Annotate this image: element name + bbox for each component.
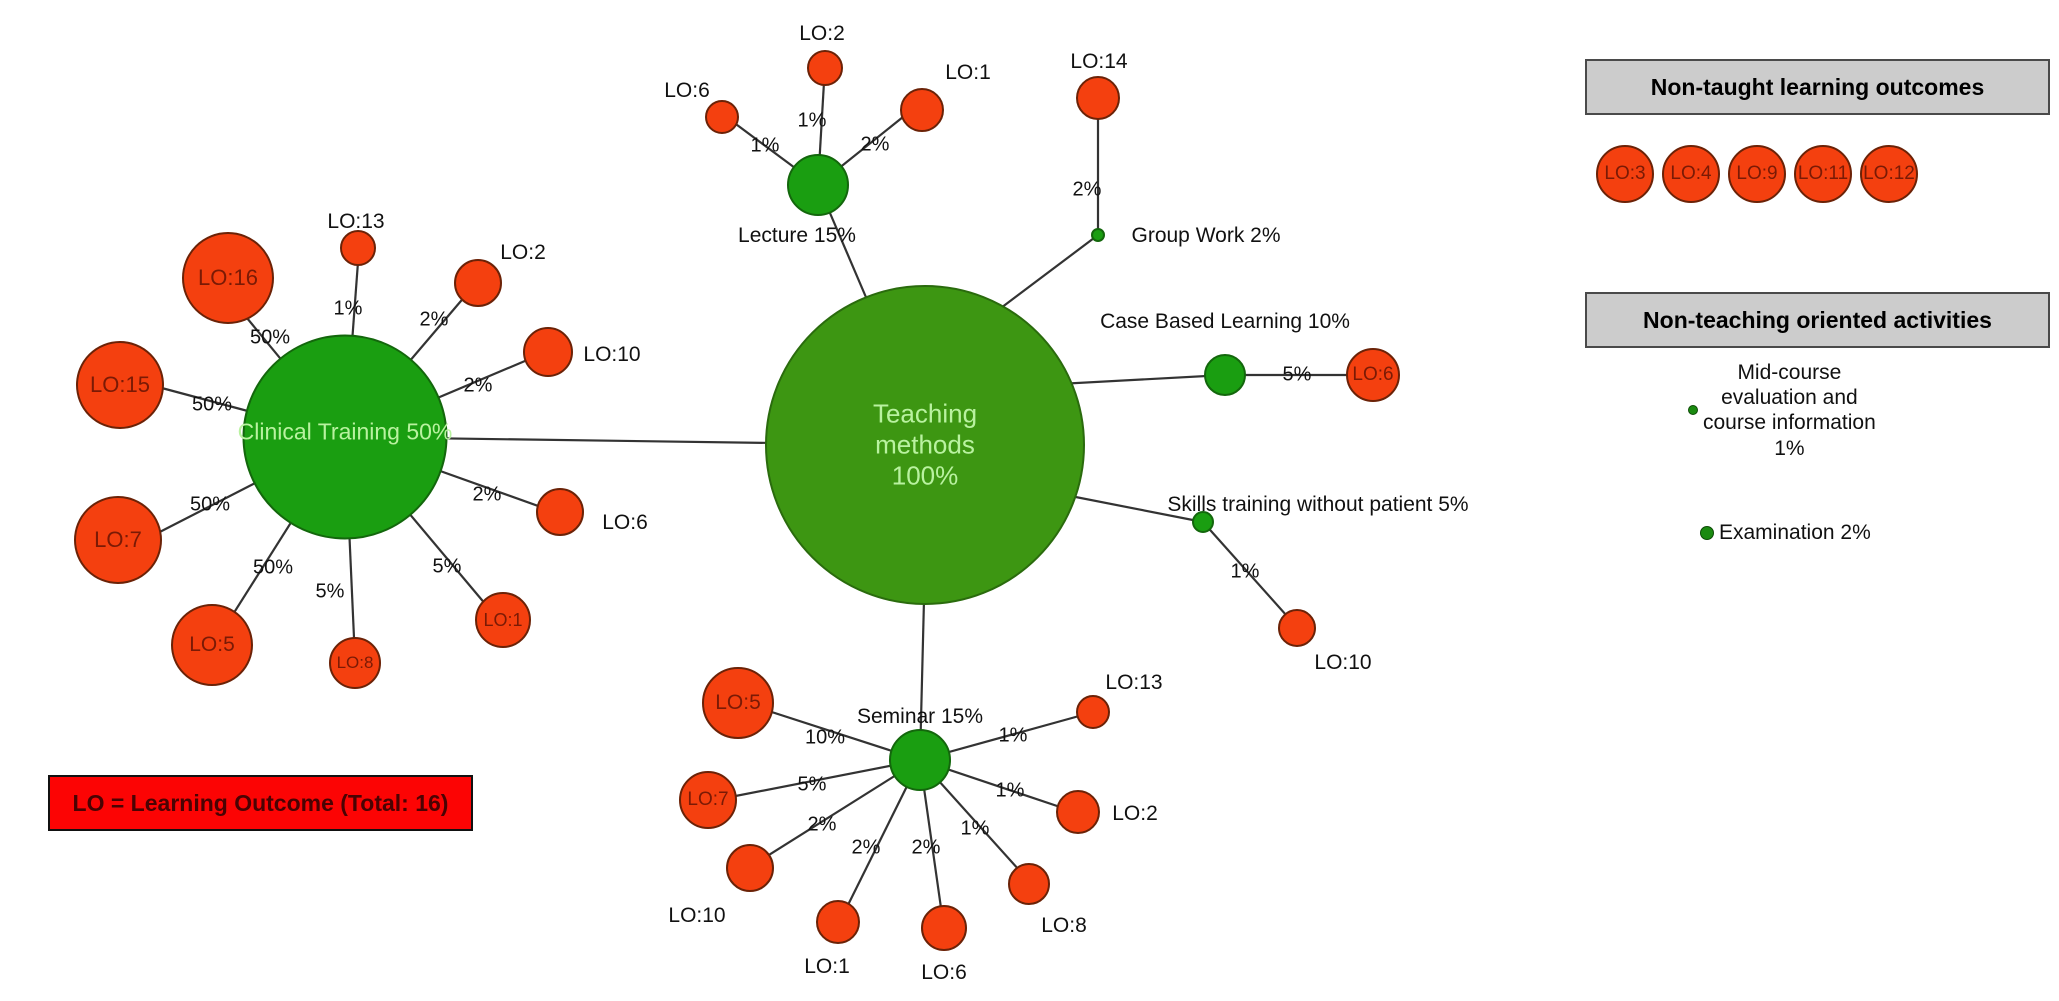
activity-examination[interactable]: Examination 2% [1700,520,1871,545]
hub-group-work-label: Group Work 2% [1131,223,1281,247]
node-seminar-lo5[interactable]: LO:5 [702,667,774,739]
node-seminar-lo10[interactable] [726,844,774,892]
pct-lecture-lo2: 1% [797,109,827,132]
label-groupwork-lo14: LO:14 [1070,49,1128,73]
pct-clinical-lo1: 5% [432,555,462,578]
hub-lecture-label: Lecture 15% [738,223,856,247]
node-clinical-lo13[interactable] [340,230,376,266]
label-seminar-lo6: LO:6 [921,960,967,984]
pct-clinical-lo7: 50% [189,493,231,516]
pct-clinical-lo16: 50% [249,326,291,349]
node-clinical-lo2[interactable] [454,259,502,307]
legend-footnote-box: LO = Learning Outcome (Total: 16) [48,775,473,831]
label-seminar-lo13: LO:13 [1105,670,1163,694]
hub-seminar[interactable] [889,729,951,791]
hub-case-based-learning[interactable] [1204,354,1246,396]
hub-seminar-label: Seminar 15% [856,704,984,728]
label-seminar-lo10: LO:10 [668,903,726,927]
pct-clinical-lo10: 2% [463,374,493,397]
pct-clinical-lo13: 1% [333,297,363,320]
pct-clinical-lo15: 50% [191,393,233,416]
edge-seminar-lo10 [752,759,921,866]
hub-case-based-learning-label: Case Based Learning 10% [1100,309,1350,333]
node-clinical-lo5[interactable]: LO:5 [171,604,253,686]
label-skills-lo10: LO:10 [1314,650,1372,674]
legend-non-taught-circles: LO:3 LO:4 LO:9 LO:11 LO:12 [1596,145,1918,203]
pct-clinical-lo6: 2% [472,483,502,506]
hub-clinical-training[interactable] [242,334,448,540]
pct-seminar-lo10: 2% [807,813,837,836]
node-clinical-lo6[interactable] [536,488,584,536]
hub-lecture[interactable] [787,154,849,216]
hub-teaching-methods[interactable]: Teaching methods 100% [765,285,1085,605]
edge-seminar-lo7 [714,758,921,802]
examination-label: Examination 2% [1719,521,1871,544]
node-clinical-lo10[interactable] [523,327,573,377]
pct-seminar-lo7: 5% [797,773,827,796]
node-lecture-lo1[interactable] [900,88,944,132]
node-clinical-lo8[interactable]: LO:8 [329,637,381,689]
legend-lo11[interactable]: LO:11 [1794,145,1852,203]
label-clinical-lo6: LO:6 [602,510,648,534]
node-lecture-lo6[interactable] [705,100,739,134]
pct-seminar-lo8: 1% [960,817,990,840]
node-seminar-lo7[interactable]: LO:7 [679,771,737,829]
panel-non-taught-title: Non-taught learning outcomes [1585,59,2050,115]
pct-clinical-lo8: 5% [315,580,345,603]
node-seminar-lo6[interactable] [921,905,967,951]
legend-lo4[interactable]: LO:4 [1662,145,1720,203]
node-cbl-lo6[interactable]: LO:6 [1346,348,1400,402]
node-seminar-lo1[interactable] [816,900,860,944]
hub-teaching-methods-label: Teaching methods 100% [872,398,978,491]
mid-course-label: Mid-course evaluation and course informa… [1703,361,1876,460]
panel-non-teaching-title: Non-teaching oriented activities [1585,292,2050,348]
node-seminar-lo2[interactable] [1056,790,1100,834]
node-clinical-lo15[interactable]: LO:15 [76,341,164,429]
pct-clinical-lo5: 50% [252,556,294,579]
pct-lecture-lo1: 2% [860,133,890,156]
node-seminar-lo8[interactable] [1008,863,1050,905]
label-clinical-lo13: LO:13 [327,209,385,233]
node-clinical-lo1[interactable]: LO:1 [475,592,531,648]
pct-skills-lo10: 1% [1230,560,1260,583]
legend-lo12[interactable]: LO:12 [1860,145,1918,203]
label-clinical-lo2: LO:2 [500,240,546,264]
pct-seminar-lo1: 2% [851,836,881,859]
node-clinical-lo7[interactable]: LO:7 [74,496,162,584]
label-seminar-lo1: LO:1 [804,954,850,978]
pct-lecture-lo6: 1% [750,134,780,157]
pct-seminar-lo6: 2% [911,836,941,859]
label-lecture-lo6: LO:6 [664,78,710,102]
pct-cbl-lo6: 5% [1282,363,1312,386]
pct-seminar-lo13: 1% [998,724,1028,747]
label-lecture-lo1: LO:1 [945,60,991,84]
activity-mid-course-evaluation[interactable]: Mid-course evaluation and course informa… [1688,360,1876,461]
legend-lo3[interactable]: LO:3 [1596,145,1654,203]
legend-lo9[interactable]: LO:9 [1728,145,1786,203]
label-clinical-lo10: LO:10 [583,342,641,366]
mid-course-dot [1688,405,1698,416]
node-seminar-lo13[interactable] [1076,695,1110,729]
hub-group-work[interactable] [1091,228,1105,242]
pct-seminar-lo5: 10% [804,726,846,749]
node-groupwork-lo14[interactable] [1076,76,1120,120]
hub-skills-training-label: Skills training without patient 5% [1167,492,1469,516]
edge-skills-lo10 [1202,521,1296,626]
pct-clinical-lo2: 2% [419,308,449,331]
node-lecture-lo2[interactable] [807,50,843,86]
label-seminar-lo8: LO:8 [1041,913,1087,937]
pct-groupwork-lo14: 2% [1072,178,1102,201]
label-seminar-lo2: LO:2 [1112,801,1158,825]
hub-skills-training[interactable] [1192,511,1214,533]
label-lecture-lo2: LO:2 [799,21,845,45]
examination-dot [1700,525,1714,540]
pct-seminar-lo2: 1% [995,779,1025,802]
node-skills-lo10[interactable] [1278,609,1316,647]
node-clinical-lo16[interactable]: LO:16 [182,232,274,324]
